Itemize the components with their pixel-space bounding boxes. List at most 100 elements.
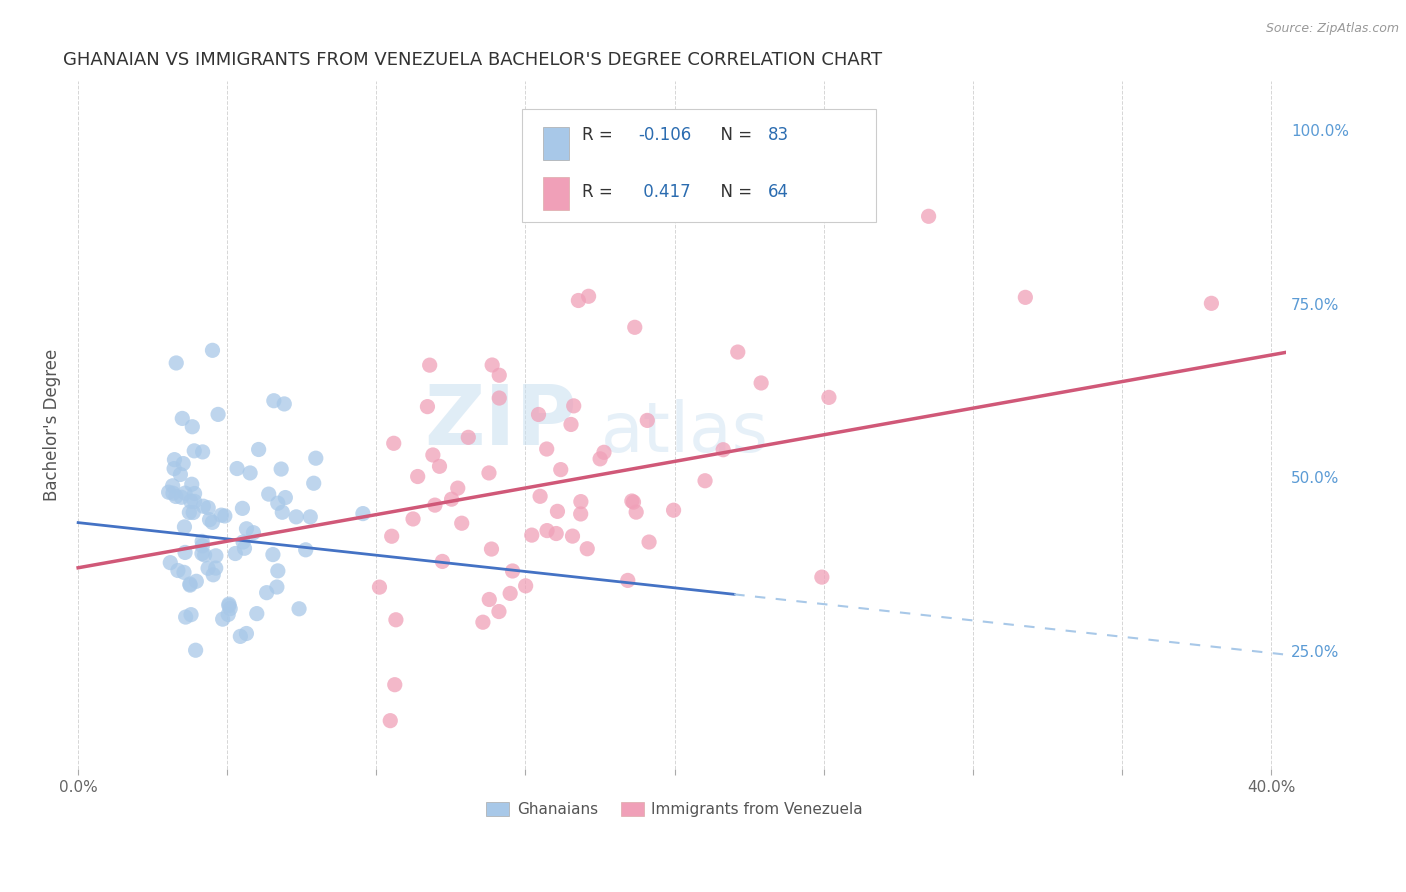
Point (193, 500, 215, 514)
Text: Source: ZipAtlas.com: Source: ZipAtlas.com (1265, 22, 1399, 36)
Point (811, 570, 834, 584)
Point (239, 466, 262, 480)
Point (662, 503, 685, 517)
Point (198, 513, 221, 527)
Point (515, 579, 537, 593)
Point (191, 539, 214, 553)
Text: 0.417: 0.417 (638, 183, 690, 202)
Point (527, 408, 550, 422)
Point (1014, 290, 1036, 304)
Point (162, 479, 184, 493)
Point (481, 358, 503, 372)
Point (550, 462, 572, 476)
Point (267, 564, 290, 578)
Point (218, 597, 240, 611)
Legend: Ghanaians, Immigrants from Venezuela: Ghanaians, Immigrants from Venezuela (479, 797, 869, 823)
Point (617, 574, 640, 588)
Point (205, 549, 228, 563)
Point (247, 442, 270, 457)
Point (181, 506, 204, 520)
Point (499, 586, 522, 600)
Point (546, 504, 568, 518)
Point (488, 391, 510, 405)
Point (416, 400, 439, 414)
Point (478, 466, 501, 480)
Point (218, 599, 240, 613)
Point (183, 494, 205, 508)
Point (536, 524, 558, 538)
Point (209, 508, 232, 523)
Point (536, 442, 558, 456)
Point (488, 605, 510, 619)
Text: 64: 64 (768, 183, 789, 202)
Point (440, 492, 463, 507)
Point (569, 494, 592, 508)
Point (305, 451, 328, 466)
Text: atlas: atlas (602, 399, 769, 466)
Point (576, 541, 599, 556)
Text: R =: R = (582, 126, 617, 144)
Point (917, 209, 939, 223)
Point (623, 320, 645, 334)
Text: -0.106: -0.106 (638, 126, 692, 144)
Point (266, 580, 288, 594)
Point (270, 462, 292, 476)
Point (381, 529, 404, 543)
Point (711, 442, 734, 457)
Point (207, 408, 229, 422)
Text: GHANAIAN VS IMMIGRANTS FROM VENEZUELA BACHELOR'S DEGREE CORRELATION CHART: GHANAIAN VS IMMIGRANTS FROM VENEZUELA BA… (63, 51, 883, 69)
Point (172, 411, 194, 425)
Point (229, 629, 252, 643)
Point (242, 525, 264, 540)
Point (179, 577, 201, 591)
Point (636, 413, 658, 427)
Point (232, 535, 254, 549)
Point (180, 477, 202, 491)
Point (197, 561, 219, 575)
Point (406, 469, 429, 483)
Point (402, 512, 425, 526)
Point (457, 430, 479, 444)
Point (481, 542, 503, 557)
Point (380, 714, 402, 728)
FancyBboxPatch shape (522, 109, 876, 222)
Point (174, 545, 197, 559)
Point (180, 607, 202, 622)
Point (201, 516, 224, 530)
Point (157, 485, 180, 500)
Point (273, 397, 295, 411)
Point (256, 585, 278, 599)
Point (368, 580, 391, 594)
Point (233, 541, 256, 556)
Point (560, 417, 582, 432)
Point (567, 293, 589, 308)
Point (204, 561, 226, 575)
Text: 83: 83 (768, 126, 789, 144)
Point (191, 547, 214, 561)
Point (180, 494, 202, 508)
Point (422, 448, 444, 462)
Point (173, 520, 195, 534)
Point (224, 547, 246, 561)
Point (546, 526, 568, 541)
Point (235, 522, 257, 536)
Point (593, 445, 616, 459)
Point (569, 507, 592, 521)
Point (271, 505, 294, 519)
Point (163, 461, 186, 475)
Point (201, 343, 224, 358)
Point (226, 461, 249, 475)
Point (173, 566, 195, 580)
Text: N =: N = (710, 126, 758, 144)
Point (214, 508, 236, 523)
FancyBboxPatch shape (543, 128, 569, 161)
Point (471, 615, 494, 630)
Point (191, 534, 214, 549)
Point (727, 345, 749, 359)
Point (197, 500, 219, 515)
Point (219, 601, 242, 615)
Point (174, 610, 197, 624)
Point (623, 495, 645, 509)
Point (165, 490, 187, 504)
Text: N =: N = (710, 183, 758, 202)
